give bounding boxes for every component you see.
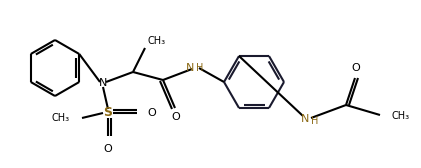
Text: N: N	[99, 78, 107, 88]
Text: CH₃: CH₃	[147, 36, 165, 46]
Text: H: H	[196, 63, 203, 73]
Text: O: O	[147, 108, 156, 118]
Text: S: S	[104, 107, 112, 119]
Text: O: O	[352, 63, 360, 73]
Text: N: N	[301, 114, 309, 124]
Text: H: H	[311, 116, 318, 126]
Text: CH₃: CH₃	[392, 111, 410, 121]
Text: O: O	[172, 112, 180, 122]
Text: N: N	[186, 63, 194, 73]
Text: O: O	[104, 144, 112, 154]
Text: CH₃: CH₃	[52, 113, 70, 123]
